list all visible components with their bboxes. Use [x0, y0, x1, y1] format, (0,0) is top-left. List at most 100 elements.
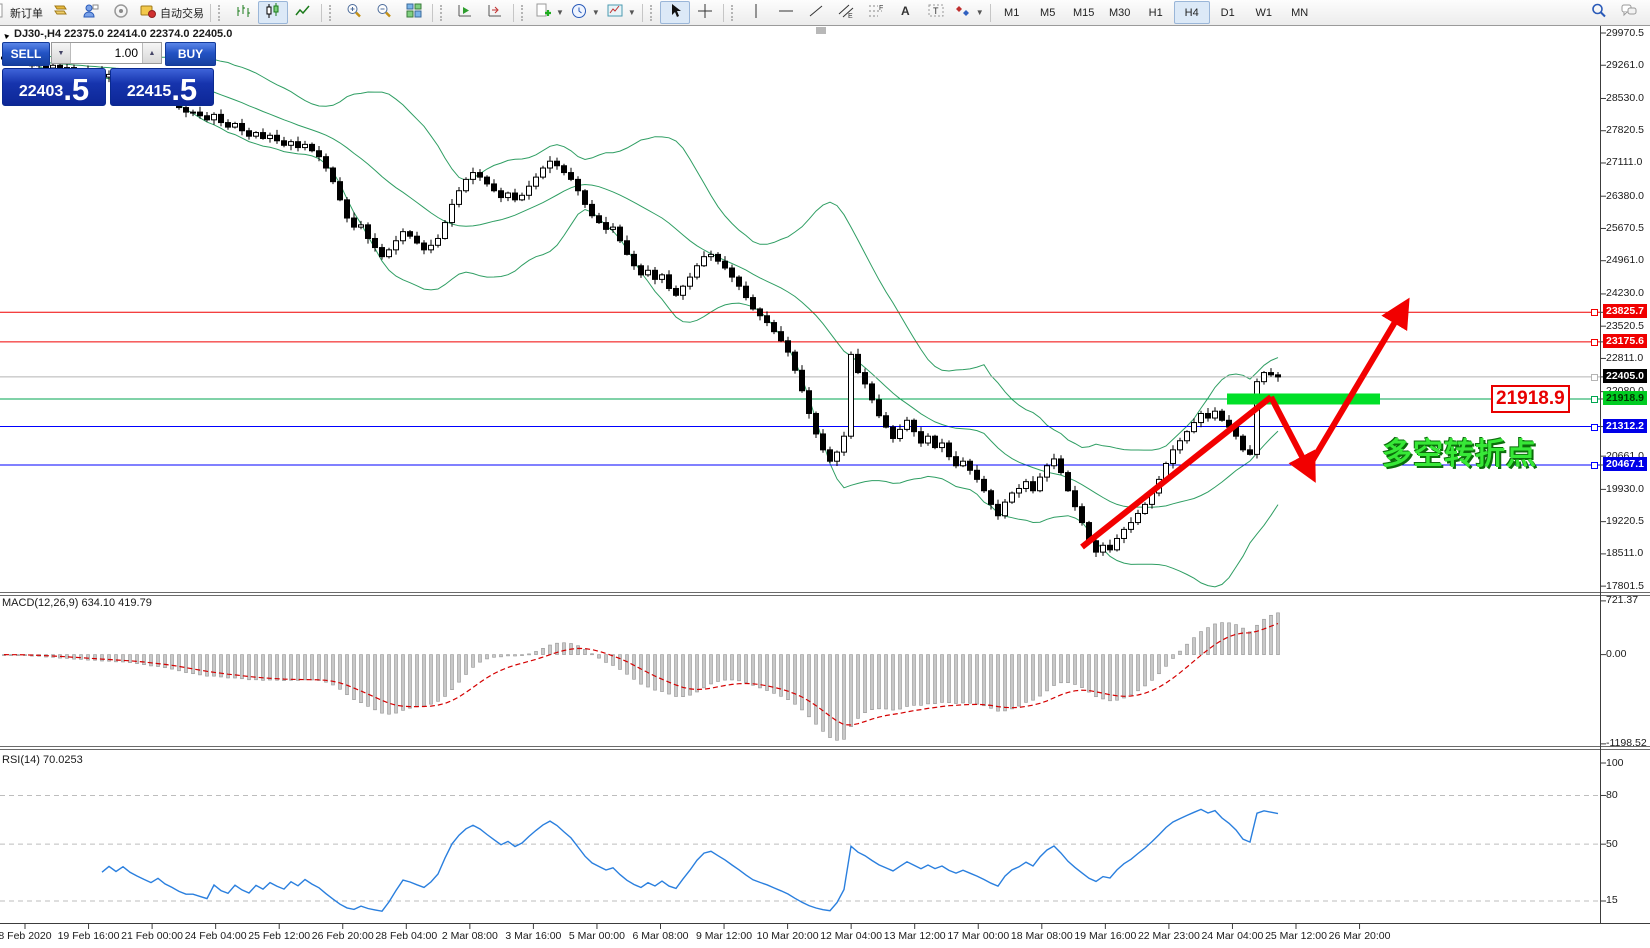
search-icon-icon	[1590, 2, 1608, 23]
price-tag-label: 20467.1	[1603, 456, 1647, 471]
timeframe-m30-button[interactable]: M30	[1108, 6, 1131, 19]
price-tag-label: 21918.9	[1603, 390, 1647, 405]
chart-shift-button[interactable]	[480, 1, 510, 24]
price-axis-border	[1600, 26, 1601, 923]
chat-icon[interactable]	[1614, 1, 1644, 24]
dropdown-caret-icon[interactable]: ▼	[627, 8, 636, 17]
macd-axis-label: 0.00	[1606, 648, 1627, 661]
chinese-annotation-text[interactable]: 多空转折点	[1382, 438, 1537, 471]
time-tick-label: 5 Mar 00:00	[568, 930, 625, 942]
price-tick-label: 19220.5	[1606, 515, 1644, 528]
buy-price-box[interactable]: 22415.5	[110, 68, 214, 106]
buy-button[interactable]: BUY	[165, 42, 216, 66]
auto-scroll-button[interactable]	[450, 1, 480, 24]
time-tick-label: 24 Mar 04:00	[1201, 930, 1264, 942]
price-tick-label: 19930.0	[1606, 482, 1644, 495]
rsi-axis-label: 15	[1606, 894, 1618, 907]
volume-increase-button[interactable]: ▲	[142, 43, 161, 63]
sell-button[interactable]: SELL	[2, 42, 50, 66]
vertical-line-button[interactable]	[741, 1, 771, 24]
timeframe-mn-button[interactable]: MN	[1291, 6, 1309, 19]
bollinger-bands	[38, 55, 1279, 588]
timeframe-d1-button[interactable]: D1	[1220, 6, 1235, 19]
chart-shift-marker[interactable]	[816, 27, 826, 34]
channel-button[interactable]: E	[831, 1, 861, 24]
price-callout-label[interactable]: 21918.9	[1491, 385, 1570, 413]
timeframe-h1-button[interactable]: H1	[1148, 6, 1163, 19]
autotrading-button[interactable]: 自动交易	[136, 1, 207, 24]
time-tick-label: 25 Mar 12:00	[1265, 930, 1327, 942]
text-label-icon: T	[927, 2, 945, 23]
dropdown-caret-icon[interactable]: ▼	[591, 8, 600, 17]
macd-axis-label: -1198.52	[1606, 737, 1647, 750]
indicators-button[interactable]: ▼	[531, 1, 567, 24]
zoom-in-button[interactable]	[339, 1, 369, 24]
fibonacci-button[interactable]: F	[861, 1, 891, 24]
zoom-out-icon	[375, 2, 393, 23]
text-label-button[interactable]: T	[921, 1, 951, 24]
candlestick-chart-button[interactable]	[258, 1, 288, 24]
level-anchor-square	[1591, 461, 1598, 469]
cursor-button[interactable]	[659, 1, 690, 24]
horizontal-line-button[interactable]	[771, 1, 801, 24]
level-anchor-square	[1591, 423, 1598, 431]
macd-signal-line	[3, 622, 1279, 726]
navigator-button[interactable]	[76, 1, 106, 24]
dropdown-caret-icon[interactable]: ▼	[556, 8, 564, 17]
price-tag-label: 23175.6	[1603, 333, 1647, 348]
level-anchor-square	[1591, 373, 1598, 381]
shapes-button[interactable]: ▼	[951, 1, 987, 24]
svg-text:E: E	[848, 13, 853, 20]
new-order-button[interactable]: 新订单	[0, 1, 46, 24]
trendline-button[interactable]	[801, 1, 831, 24]
pane-separator-macd[interactable]	[0, 592, 1650, 596]
search-icon[interactable]	[1584, 1, 1614, 24]
pane-separator-rsi[interactable]	[0, 746, 1650, 750]
timeframe-h4-button[interactable]: H4	[1173, 1, 1210, 24]
timeframe-w1-button[interactable]: W1	[1255, 6, 1272, 19]
chat-icon-icon	[1620, 2, 1638, 23]
trend-annotations[interactable]	[1080, 297, 1410, 550]
price-tag-label: 22405.0	[1603, 368, 1647, 383]
timeframe-m15-button[interactable]: M15	[1072, 6, 1095, 19]
text-icon: A	[897, 2, 915, 23]
price-tick-label: 27820.5	[1606, 124, 1644, 137]
time-tick-label: 22 Mar 23:00	[1137, 930, 1200, 942]
volume-decrease-button[interactable]: ▼	[52, 43, 71, 63]
tile-windows-button[interactable]	[399, 1, 429, 24]
sell-price-box[interactable]: 22403.5	[2, 68, 106, 106]
zoom-out-button[interactable]	[369, 1, 399, 24]
horizontal-line-icon	[777, 2, 795, 23]
time-tick-label: 2 Mar 08:00	[441, 930, 498, 942]
main-toolbar: 新订单 自动交易 ▼ ▼ ▼ E F A T ▼ M1 M5 M15 M30 H1 H4 D1 W1 MN	[0, 0, 1650, 26]
bar-chart-button[interactable]	[228, 1, 258, 24]
price-tick-label: 27111.0	[1606, 156, 1643, 169]
periods-icon	[570, 2, 588, 23]
dropdown-caret-icon[interactable]: ▼	[975, 8, 984, 17]
templates-button[interactable]: ▼	[603, 1, 639, 24]
time-tick-label: 19 Mar 16:00	[1074, 930, 1137, 942]
timeframe-m5-button[interactable]: M5	[1040, 6, 1056, 19]
candlesticks	[1, 53, 1281, 558]
market-watch-button[interactable]	[46, 1, 76, 24]
price-tag-label: 23825.7	[1603, 304, 1647, 319]
text-button[interactable]: A	[891, 1, 921, 24]
crosshair-button[interactable]	[690, 1, 720, 24]
time-tick-label: 18 Mar 08:00	[1010, 930, 1073, 942]
volume-input[interactable]: 1.00	[114, 46, 138, 60]
fibonacci-icon: F	[867, 2, 885, 23]
time-tick-label: 10 Mar 20:00	[756, 930, 819, 942]
line-chart-button[interactable]	[288, 1, 318, 24]
auto-scroll-icon	[456, 2, 474, 23]
time-tick-label: 24 Feb 04:00	[184, 930, 247, 942]
shapes-icon	[954, 2, 972, 23]
time-tick-label: 26 Feb 20:00	[311, 930, 374, 942]
periods-button[interactable]: ▼	[567, 1, 603, 24]
timeframe-m1-button[interactable]: M1	[1004, 6, 1020, 19]
signals-icon[interactable]	[106, 1, 136, 24]
rsi-axis-label: 100	[1606, 756, 1624, 769]
price-tick-label: 18511.0	[1606, 547, 1644, 560]
rsi-pane	[0, 794, 1600, 912]
chart-shift-icon	[486, 2, 504, 23]
